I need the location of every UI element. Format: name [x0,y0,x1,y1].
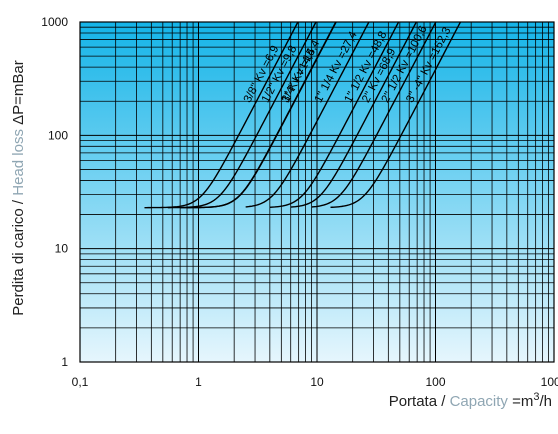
curve-line [311,22,437,208]
x-tick-label: 1000 [541,375,558,389]
grid-lines [79,21,555,363]
y-tick-label: 10 [55,242,69,256]
x-tick-label: 0,1 [72,375,89,389]
x-tick-label: 10 [310,375,324,389]
x-tick-label: 100 [425,375,445,389]
y-tick-label: 1000 [41,15,68,29]
curve-series [144,22,462,209]
curve-line [187,22,337,209]
y-tick-label: 100 [48,128,68,142]
y-axis-title: Perdita di carico / Head loss ΔP=mBar [10,60,27,316]
y-tick-label: 1 [61,355,68,369]
x-axis-title: Portata / Capacity =m3/h [389,391,552,410]
curve-line [330,22,462,209]
curve-line [245,22,370,208]
y-tick-labels: 1 10 100 1000 [41,15,68,369]
plot-frame [79,21,555,363]
x-tick-labels: 0,1 1 10 100 1000 [72,375,558,389]
x-tick-label: 1 [195,375,202,389]
curve-line [269,22,400,208]
curve-line [290,22,418,208]
